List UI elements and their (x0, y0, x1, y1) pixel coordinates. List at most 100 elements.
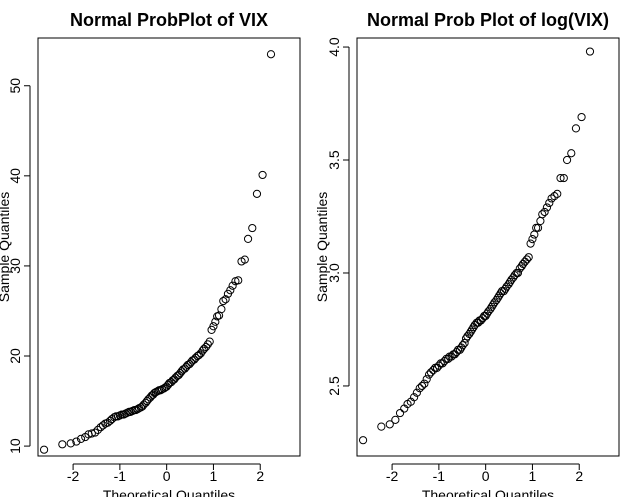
data-point (167, 378, 176, 387)
data-point (228, 281, 237, 290)
y-tick-label: 40 (7, 168, 23, 184)
x-tick-label: -2 (67, 468, 80, 484)
data-point (243, 234, 253, 243)
data-point (252, 189, 262, 198)
plot-frame (37, 37, 301, 457)
data-point (161, 383, 170, 392)
data-point (72, 437, 81, 446)
data-point (226, 286, 235, 295)
data-point (168, 376, 177, 385)
plot-frame (356, 37, 620, 457)
data-point (219, 296, 228, 306)
y-tick-label: 4.0 (326, 37, 342, 57)
chart-title: Normal ProbPlot of VIX (70, 10, 268, 30)
data-point (211, 317, 220, 326)
data-point (426, 368, 436, 377)
data-point (522, 255, 531, 264)
data-point (530, 230, 539, 239)
data-point (536, 216, 545, 226)
data-point (201, 342, 211, 352)
data-point (542, 203, 552, 212)
data-point (221, 295, 230, 304)
data-point (391, 415, 400, 424)
data-point (358, 436, 368, 445)
y-tick-label: 20 (7, 348, 23, 364)
data-point (481, 311, 490, 321)
x-tick-label: -2 (386, 468, 399, 484)
data-point (395, 408, 405, 418)
data-point (258, 170, 267, 180)
chart-panel-1: Normal ProbPlot of VIX -2 -1 0 1 2 Theoretical… (0, 10, 301, 497)
data-point (571, 124, 581, 133)
data-point (577, 112, 586, 122)
data-point (415, 384, 424, 393)
x-tick-label: 0 (482, 468, 490, 484)
chart-title: Normal Prob Plot of log(VIX) (367, 10, 609, 30)
x-tick-label: 2 (256, 468, 264, 484)
y-tick-label: 3.0 (326, 263, 342, 283)
data-point (567, 149, 576, 158)
data-point (493, 293, 502, 302)
data-point (550, 192, 559, 201)
data-point (562, 155, 572, 165)
data-point (540, 207, 549, 217)
y-tick-label: 3.5 (326, 150, 342, 170)
data-point (377, 422, 386, 431)
y-tick-label: 30 (7, 258, 23, 274)
data-point (478, 314, 487, 323)
data-point (248, 223, 257, 233)
x-tick-label: 1 (210, 468, 218, 484)
data-point (136, 403, 146, 412)
data-point (458, 341, 467, 350)
data-point (524, 253, 533, 262)
data-point (76, 434, 86, 443)
data-point (585, 47, 595, 56)
data-point (526, 239, 535, 248)
x-tick-label: 1 (529, 468, 537, 484)
data-point (559, 173, 568, 183)
data-point (266, 50, 276, 59)
data-point (98, 421, 108, 430)
data-point (466, 327, 475, 336)
data-point (87, 429, 96, 438)
data-point (538, 210, 547, 219)
x-tick-label: 0 (163, 468, 171, 484)
data-point (39, 445, 49, 454)
data-point (556, 173, 565, 183)
data-point (553, 189, 562, 199)
data-point (93, 425, 102, 434)
data-point (409, 393, 419, 402)
x-axis-label: Theoretical Quantiles (422, 487, 554, 497)
data-point (487, 302, 496, 311)
data-point (217, 305, 226, 314)
data-point (424, 370, 434, 379)
data-point (412, 388, 421, 397)
data-point (528, 234, 537, 244)
y-axis-label: Sample Quantiles (314, 192, 330, 303)
data-point (547, 194, 556, 203)
data-point (209, 322, 218, 331)
data-point (499, 286, 509, 296)
data-point (495, 291, 504, 300)
data-point (385, 420, 394, 429)
x-tick-label: -1 (114, 468, 127, 484)
x-tick-label: 2 (575, 468, 583, 484)
data-point (173, 371, 182, 380)
data-point (240, 255, 249, 264)
x-tick-label: -1 (433, 468, 446, 484)
data-point (234, 276, 243, 285)
data-point (66, 439, 75, 448)
chart-panel-2: Normal Prob Plot of log(VIX) -2 -1 0 1 2 Theor… (314, 10, 620, 497)
data-point (460, 338, 469, 348)
data-point (504, 280, 513, 289)
data-point (58, 440, 67, 449)
data-point (203, 340, 212, 349)
y-tick-label: 2.5 (326, 376, 342, 396)
data-point (90, 428, 100, 437)
data-point (420, 379, 429, 388)
data-point (492, 295, 501, 305)
data-point (205, 337, 214, 346)
data-point (422, 375, 431, 384)
y-axis-label: Sample Quantiles (0, 192, 12, 303)
